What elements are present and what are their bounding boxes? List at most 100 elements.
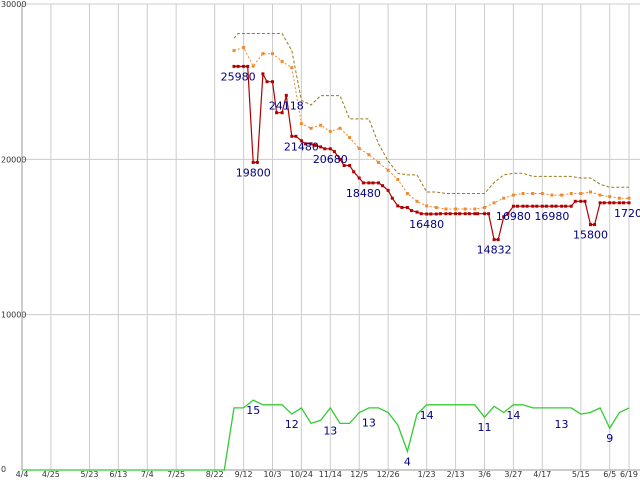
- price-point: [271, 80, 274, 84]
- data-label: 21480: [284, 140, 319, 153]
- x-tick-label: 12/26: [377, 470, 400, 479]
- average-point: [377, 160, 380, 164]
- data-label: 9: [606, 432, 613, 445]
- price-point: [419, 212, 423, 216]
- average-point: [627, 196, 631, 200]
- x-tick-label: 1/23: [418, 470, 436, 479]
- price-point: [627, 201, 631, 205]
- x-tick-label: 3/27: [504, 470, 522, 479]
- average-point: [425, 204, 429, 208]
- price-point: [309, 142, 313, 146]
- price-point: [554, 204, 558, 208]
- average-point: [242, 46, 246, 49]
- average-point: [569, 192, 573, 195]
- x-tick-label: 5/15: [572, 470, 590, 479]
- price-point: [511, 204, 515, 208]
- average-point: [232, 49, 236, 53]
- price-point: [579, 199, 583, 203]
- data-label: 14832: [477, 244, 512, 257]
- price-point: [246, 64, 250, 68]
- price-point: [434, 212, 438, 216]
- price-point: [294, 134, 298, 138]
- price-point: [299, 139, 303, 143]
- price-point: [573, 199, 577, 203]
- price-point: [487, 212, 491, 216]
- y-tick-label: 20000: [1, 155, 26, 164]
- price-point: [410, 209, 413, 213]
- data-label: 18480: [346, 187, 381, 200]
- average-point: [483, 206, 486, 209]
- average-point: [415, 199, 419, 203]
- price-point: [496, 238, 500, 242]
- x-tick-label: 6/19: [620, 470, 638, 479]
- average-point: [521, 192, 525, 195]
- average-point: [598, 193, 602, 197]
- price-point: [444, 212, 448, 216]
- average-point: [473, 207, 477, 211]
- data-label: 16480: [409, 218, 444, 231]
- average-point: [290, 66, 294, 70]
- price-point: [242, 64, 246, 68]
- price-point: [429, 212, 433, 216]
- data-label: 14: [506, 409, 520, 422]
- data-label: 13: [323, 424, 337, 437]
- x-tick-label: 7/4: [141, 470, 154, 479]
- price-point: [589, 223, 592, 227]
- price-point: [357, 176, 361, 180]
- x-tick-label: 5/23: [80, 470, 98, 479]
- y-tick-label: 10000: [1, 311, 26, 320]
- average-series-line: [233, 46, 629, 210]
- upper-series-line: [233, 33, 629, 194]
- price-point: [463, 212, 467, 216]
- price-point: [467, 212, 471, 216]
- data-label: 14: [420, 409, 434, 422]
- x-tick-label: 10/3: [264, 470, 282, 479]
- average-point: [502, 196, 506, 200]
- data-label: 13: [362, 417, 376, 430]
- price-point: [255, 160, 259, 164]
- price-point: [506, 212, 510, 216]
- price-point: [531, 204, 535, 208]
- average-point: [367, 153, 371, 157]
- price-point: [290, 134, 294, 138]
- price-point: [284, 93, 288, 97]
- price-point: [540, 204, 544, 208]
- price-point: [328, 147, 332, 151]
- price-point: [454, 212, 458, 216]
- price-point: [544, 204, 548, 208]
- average-point: [444, 207, 448, 211]
- price-point: [348, 164, 352, 167]
- price-point: [377, 181, 380, 185]
- series: [22, 33, 631, 471]
- price-point: [448, 212, 452, 216]
- data-label: 12: [285, 418, 299, 431]
- price-point: [323, 147, 327, 151]
- average-point: [531, 192, 535, 195]
- x-tick-label: 10/24: [290, 470, 313, 479]
- price-point: [516, 204, 519, 208]
- price-point: [361, 181, 365, 185]
- data-label: 15800: [573, 229, 608, 242]
- price-point: [521, 204, 525, 208]
- data-label: 15: [246, 404, 260, 417]
- average-point: [540, 192, 544, 195]
- price-point: [405, 206, 409, 209]
- price-point: [476, 212, 480, 216]
- average-point: [454, 207, 458, 211]
- average-point: [280, 60, 284, 63]
- average-point: [579, 192, 583, 195]
- average-point: [261, 52, 265, 56]
- x-tick-label: 9/12: [235, 470, 253, 479]
- price-point: [304, 142, 307, 146]
- price-point: [492, 238, 496, 242]
- data-label: 13: [555, 418, 569, 431]
- average-point: [463, 207, 467, 211]
- x-tick-label: 4/17: [533, 470, 551, 479]
- average-point: [357, 147, 361, 150]
- price-point: [319, 145, 323, 149]
- data-label: 25980: [221, 70, 256, 83]
- price-point: [438, 212, 442, 216]
- data-label: 17200: [614, 207, 640, 220]
- price-point: [390, 196, 394, 200]
- average-point: [434, 206, 438, 209]
